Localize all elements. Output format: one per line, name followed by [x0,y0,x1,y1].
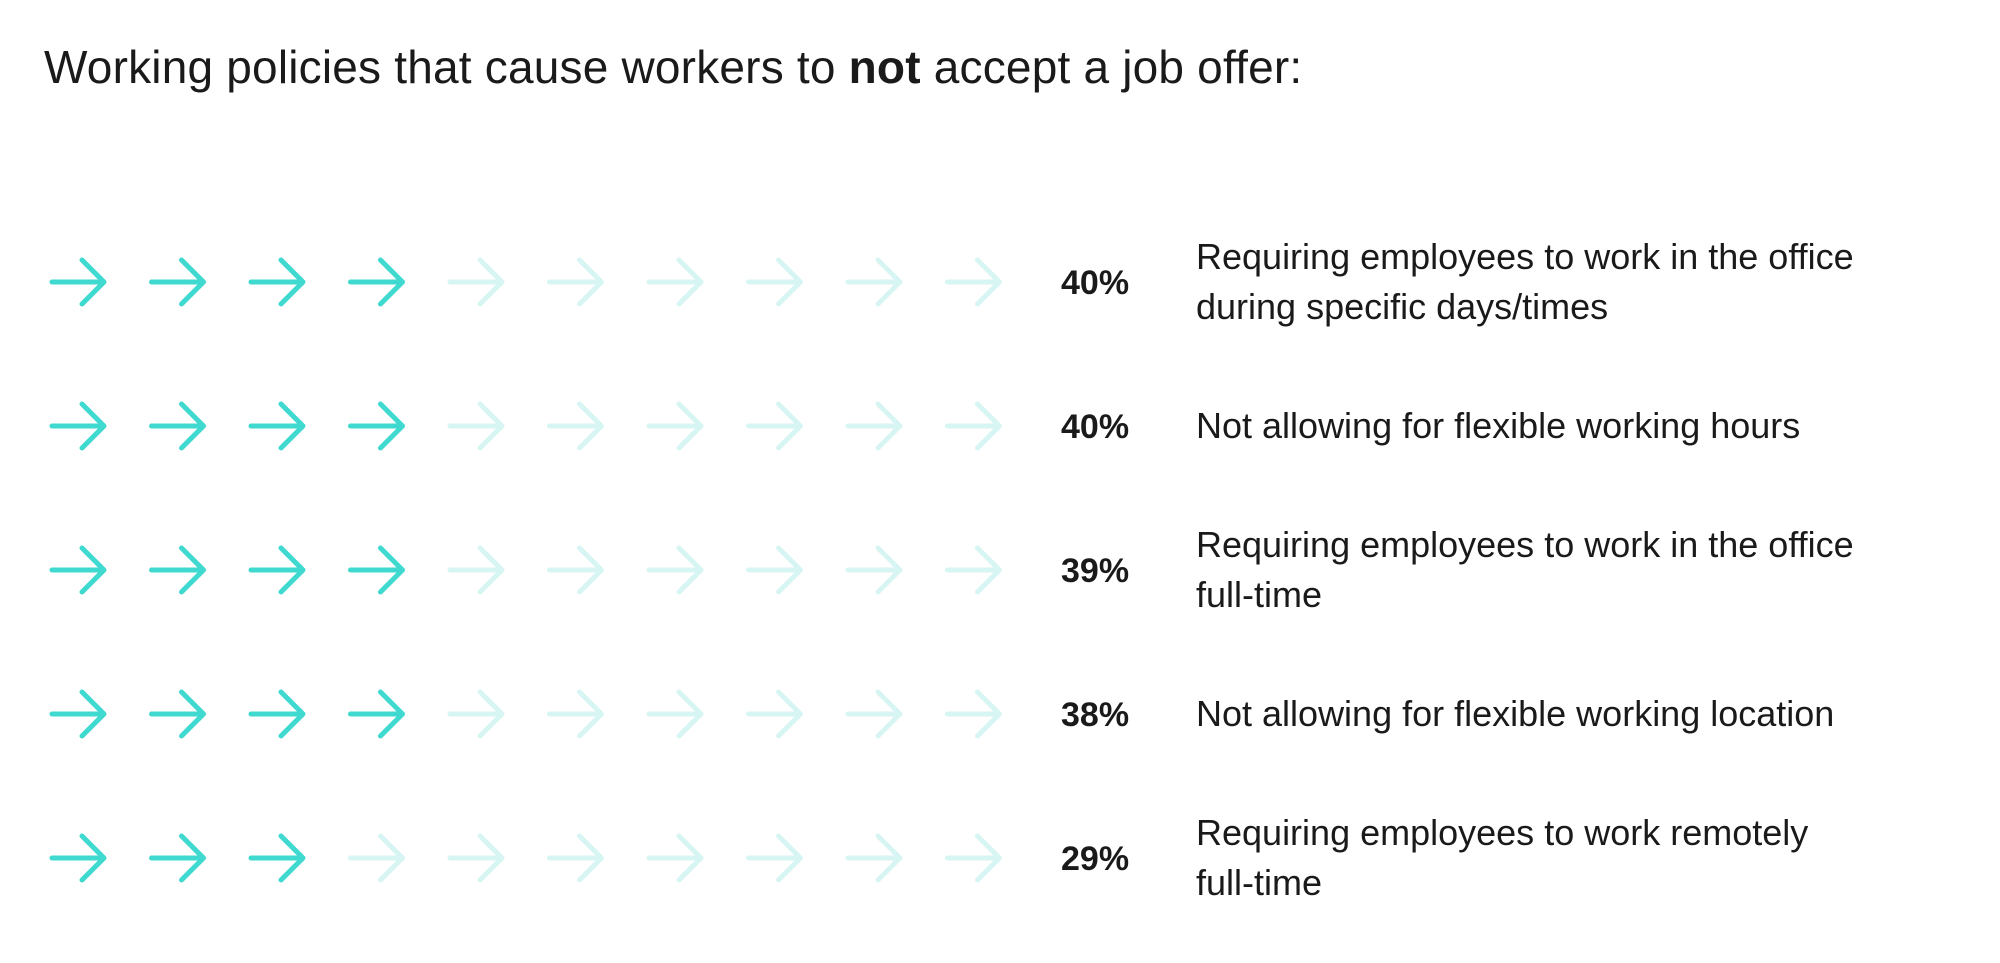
chart-title: Working policies that cause workers to n… [44,40,1302,94]
row-label: Not allowing for flexible working locati… [1196,693,1834,734]
arrow-right-icon-unfilled [646,545,704,595]
arrow-right-icon-unfilled [646,401,704,451]
arrow-right-icon-unfilled [845,257,903,307]
arrow-right-icon-unfilled [945,689,1002,739]
arrow-right-icon-unfilled [646,257,704,307]
row-label: Not allowing for flexible working hours [1196,405,1800,446]
arrow-right-icon-filled [248,833,306,883]
chart-title-emphasis: not [848,41,921,93]
arrow-right-icon-unfilled [845,689,903,739]
arrow-right-icon-unfilled [945,401,1002,451]
chart-row: 38% Not allowing for flexible working loc… [49,689,1834,739]
arrow-right-icon-unfilled [348,833,405,883]
arrow-right-icon-unfilled [746,689,803,739]
arrow-right-icon-filled [348,545,405,595]
percent-label: 29% [1061,840,1129,878]
arrow-right-icon-unfilled [746,833,803,883]
arrow-right-icon-unfilled [447,401,505,451]
chart-row: 39% Requiring employees to work in the of… [49,524,1854,615]
percent-label: 39% [1061,552,1129,590]
arrow-right-icon-filled [149,401,206,451]
arrow-right-icon-unfilled [547,689,604,739]
arrow-right-icon-unfilled [945,833,1002,883]
arrow-right-icon-unfilled [845,545,903,595]
arrow-right-icon-unfilled [547,401,604,451]
arrow-right-icon-filled [149,833,206,883]
chart-title-end: accept a job offer: [920,41,1303,93]
arrow-right-icon-filled [348,401,405,451]
arrow-right-icon-unfilled [746,545,803,595]
arrow-right-icon-filled [248,257,306,307]
arrow-right-icon-unfilled [845,833,903,883]
arrow-right-icon-filled [149,689,206,739]
arrow-right-icon-unfilled [646,689,704,739]
arrow-right-icon-filled [348,257,405,307]
arrow-right-icon-filled [49,545,107,595]
chart-row: 40% Not allowing for flexible working hou… [49,401,1800,451]
arrow-right-icon-unfilled [845,401,903,451]
arrow-right-icon-filled [248,401,306,451]
arrow-right-icon-filled [149,257,206,307]
arrow-right-icon-unfilled [746,401,803,451]
arrow-right-icon-filled [248,545,306,595]
row-label: Requiring employees to work remotely full… [1196,812,1808,903]
arrow-right-icon-unfilled [447,689,505,739]
row-label: Requiring employees to work in the offic… [1196,236,1854,327]
arrow-right-icon-filled [49,401,107,451]
arrow-right-icon-filled [248,689,306,739]
arrow-right-icon-filled [149,545,206,595]
arrow-right-icon-unfilled [447,545,505,595]
arrow-right-icon-unfilled [447,257,505,307]
arrow-right-icon-filled [348,689,405,739]
row-label: Requiring employees to work in the offic… [1196,524,1854,615]
arrow-right-icon-unfilled [746,257,803,307]
arrow-right-icon-unfilled [547,257,604,307]
arrow-right-icon-unfilled [547,833,604,883]
percent-label: 40% [1061,408,1129,446]
arrow-right-icon-unfilled [447,833,505,883]
arrow-right-icon-unfilled [945,545,1002,595]
chart-row: 40% Requiring employees to work in the of… [49,236,1854,327]
arrow-right-icon-unfilled [945,257,1002,307]
arrow-right-icon-unfilled [547,545,604,595]
percent-label: 38% [1061,696,1129,734]
arrow-right-icon-filled [49,833,107,883]
arrow-right-icon-unfilled [646,833,704,883]
percent-label: 40% [1061,264,1129,302]
arrow-right-icon-filled [49,257,107,307]
chart-row: 29% Requiring employees to work remotely f… [49,812,1808,903]
chart-title-start: Working policies that cause workers to [44,41,849,93]
arrow-right-icon-filled [49,689,107,739]
